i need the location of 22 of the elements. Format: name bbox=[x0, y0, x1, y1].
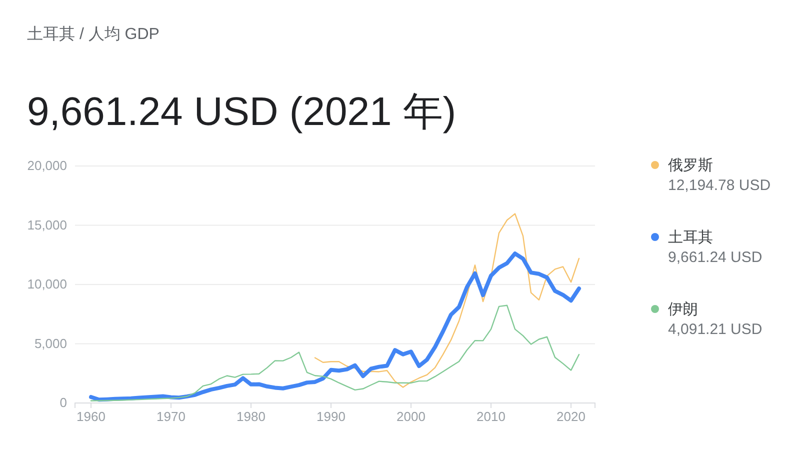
y-tick-label: 0 bbox=[60, 395, 67, 410]
text: 9,661.24 USD bbox=[668, 249, 762, 266]
line-series bbox=[89, 252, 581, 402]
x-tick-label: 1990 bbox=[316, 409, 346, 424]
text: 12,194.78 USD bbox=[668, 177, 771, 194]
legend-label: 俄罗斯 bbox=[668, 157, 713, 174]
x-tick-label: 1960 bbox=[76, 409, 106, 424]
text: 4,091.21 USD bbox=[668, 321, 762, 338]
x-tick-label: 1970 bbox=[156, 409, 186, 424]
x-tick-label: 1980 bbox=[236, 409, 266, 424]
legend-label: 土耳其 bbox=[668, 229, 713, 246]
x-tick-label: 2000 bbox=[396, 409, 426, 424]
y-tick-label: 10,000 bbox=[27, 276, 67, 292]
y-tick-label: 15,000 bbox=[27, 217, 67, 232]
x-tick-label: 2020 bbox=[556, 409, 586, 424]
legend-label: 伊朗 bbox=[668, 301, 698, 318]
x-tick-label: 2010 bbox=[476, 409, 506, 424]
line-series bbox=[90, 304, 580, 402]
y-tick-label: 20,000 bbox=[27, 158, 67, 174]
chart-subtitle: 9,661.24 USD (2021 年) bbox=[27, 90, 456, 134]
y-tick-label: 5,000 bbox=[34, 336, 67, 351]
chart-title: 土耳其 / 人均 GDP bbox=[27, 25, 160, 43]
